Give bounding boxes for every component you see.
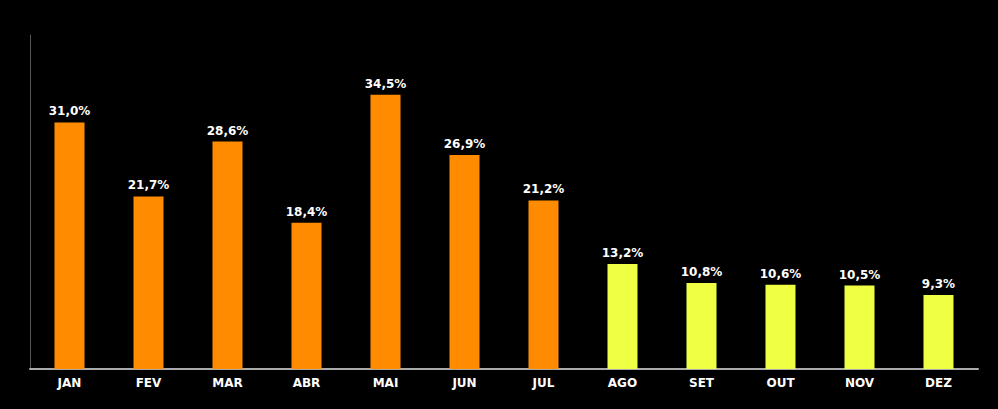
svg-text:34,5%: 34,5% [365, 77, 407, 91]
svg-text:9,3%: 9,3% [922, 277, 955, 291]
svg-text:DEZ: DEZ [925, 376, 952, 390]
svg-text:JAN: JAN [57, 376, 82, 390]
svg-text:ABR: ABR [293, 376, 321, 390]
svg-text:MAR: MAR [212, 376, 242, 390]
svg-text:13,2%: 13,2% [602, 246, 644, 260]
svg-text:JUL: JUL [532, 376, 555, 390]
svg-text:18,4%: 18,4% [286, 205, 328, 219]
svg-text:10,5%: 10,5% [839, 268, 881, 282]
svg-text:26,9%: 26,9% [444, 137, 486, 151]
svg-text:FEV: FEV [136, 376, 162, 390]
svg-text:31,0%: 31,0% [49, 104, 91, 118]
svg-text:MAI: MAI [373, 376, 399, 390]
svg-text:NOV: NOV [845, 376, 875, 390]
svg-text:AGO: AGO [608, 376, 637, 390]
svg-text:SET: SET [689, 376, 715, 390]
svg-text:10,8%: 10,8% [681, 265, 723, 279]
svg-text:21,7%: 21,7% [128, 178, 170, 192]
svg-text:JUN: JUN [451, 376, 476, 390]
svg-text:10,6%: 10,6% [760, 267, 802, 281]
svg-text:OUT: OUT [766, 376, 795, 390]
svg-text:28,6%: 28,6% [207, 124, 249, 138]
svg-text:21,2%: 21,2% [523, 182, 565, 196]
